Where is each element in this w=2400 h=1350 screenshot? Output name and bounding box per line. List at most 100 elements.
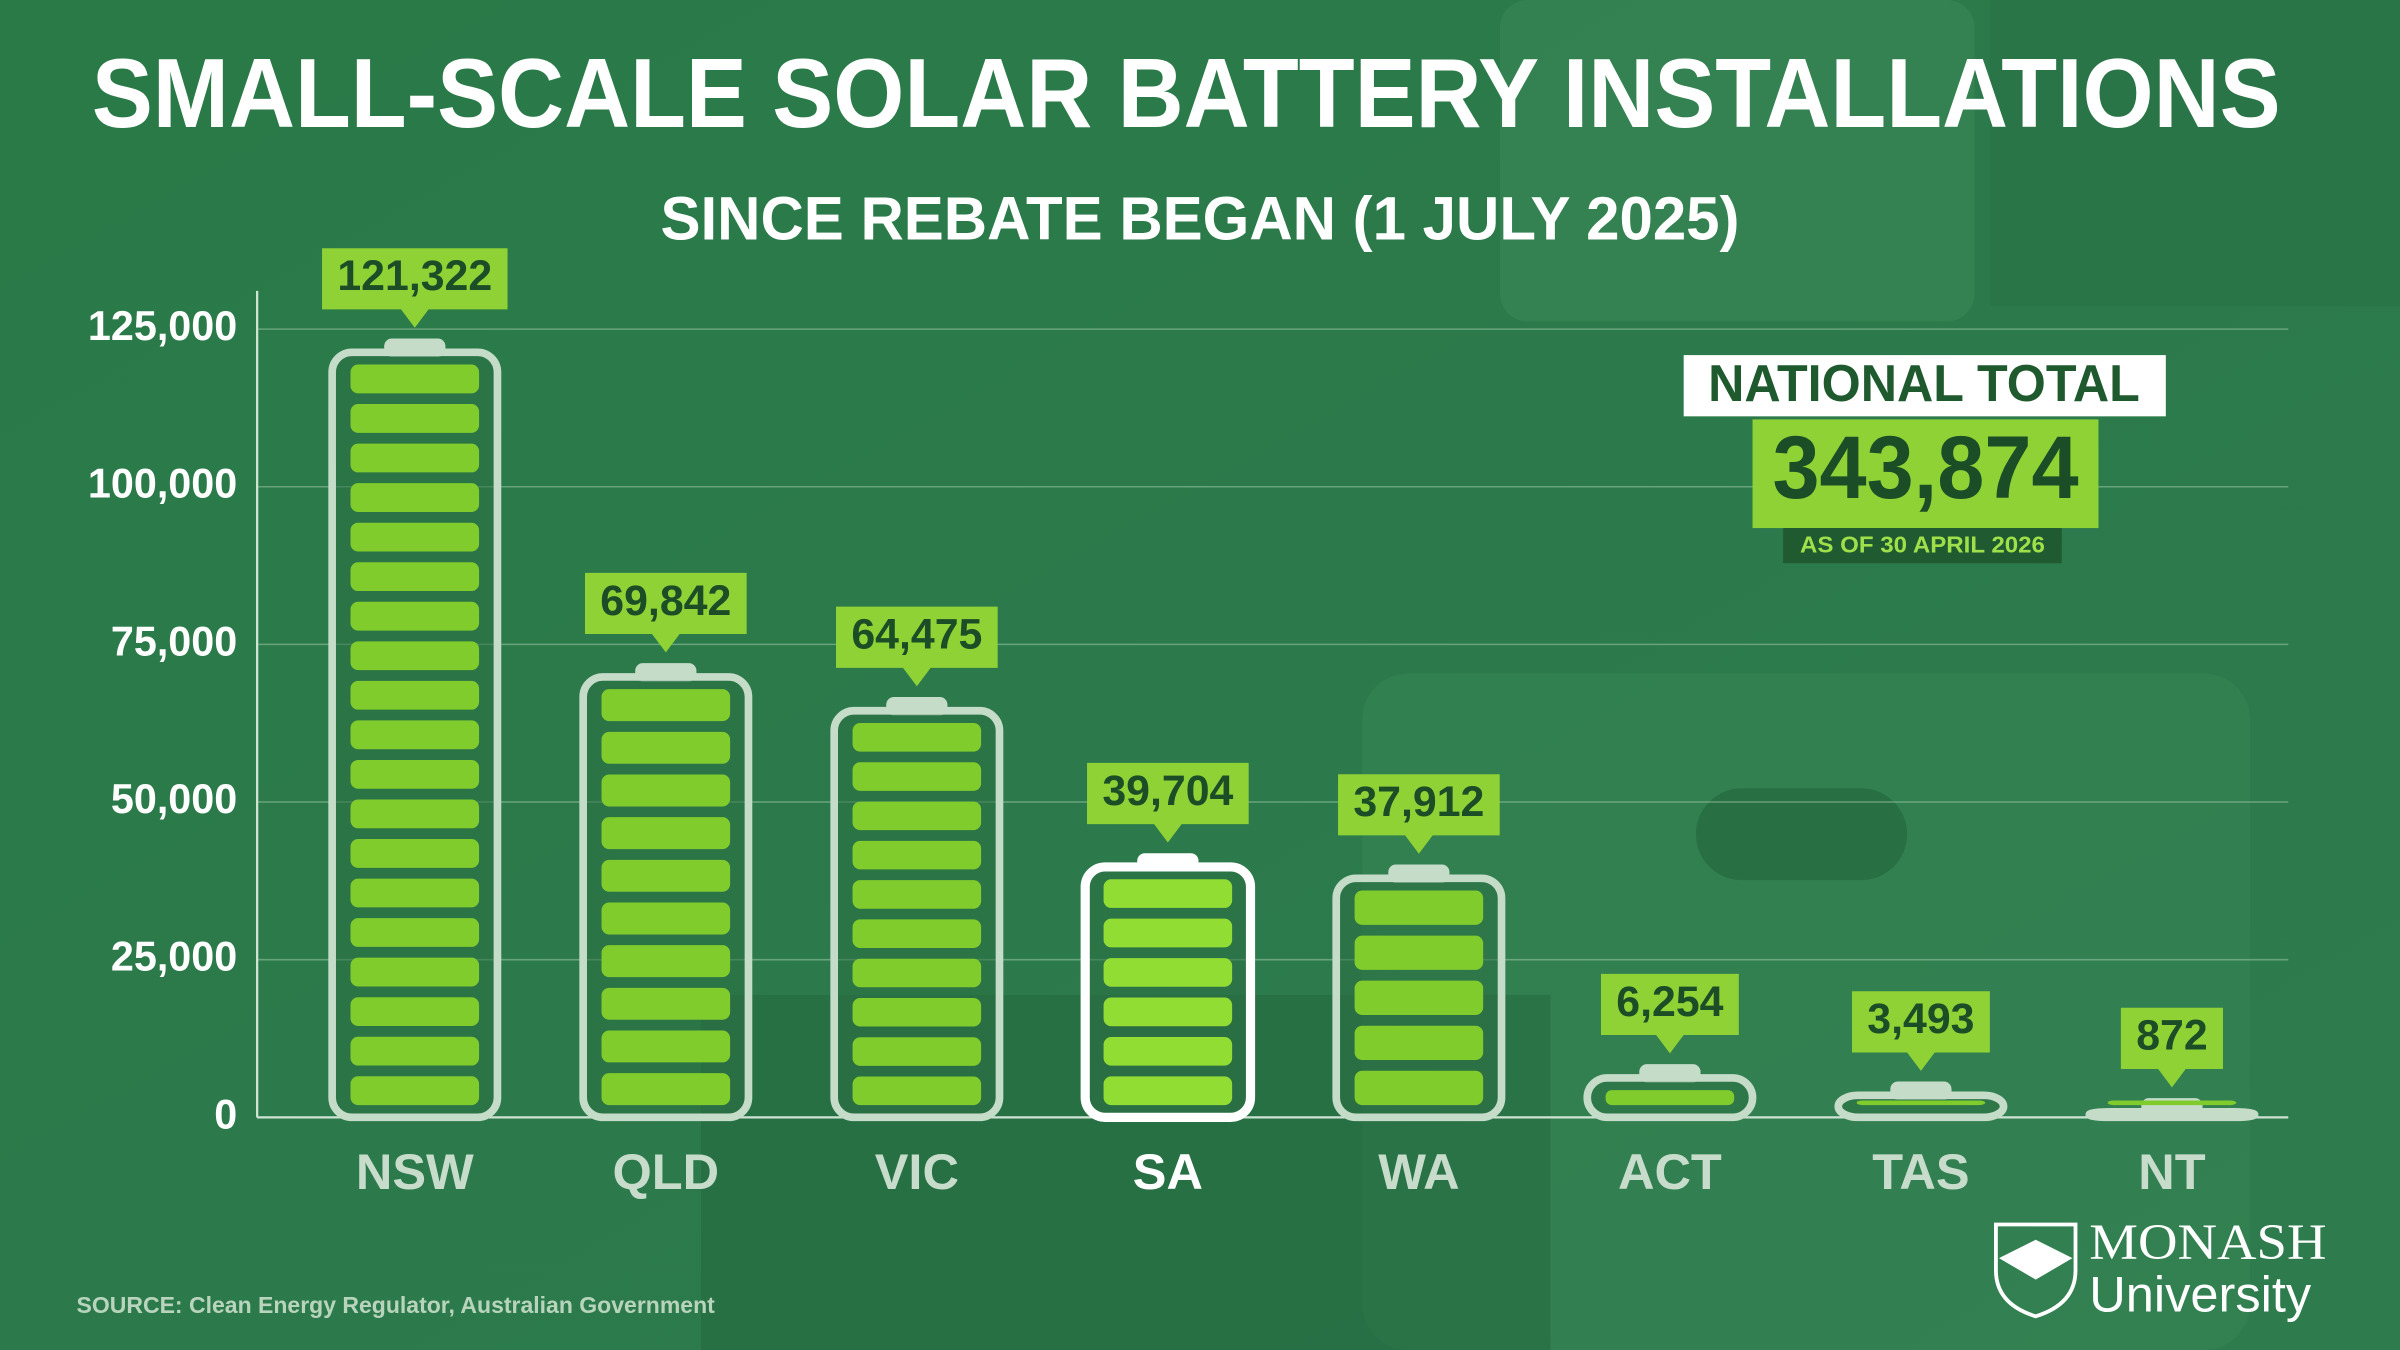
battery-cell	[350, 957, 480, 987]
battery-cell	[852, 919, 982, 948]
value-label-box	[584, 572, 747, 653]
value-label: 872	[2136, 1012, 2207, 1060]
total-title-box	[1683, 355, 2166, 417]
y-tick-label: 100,000	[88, 461, 237, 507]
battery-cell	[852, 840, 982, 870]
battery-cell	[1856, 1100, 1986, 1106]
x-tick-label: WA	[1378, 1143, 1459, 1200]
x-tick-label: NSW	[356, 1143, 474, 1200]
battery-cell	[852, 997, 982, 1027]
x-tick-label: SA	[1133, 1143, 1203, 1200]
crest-shield	[1994, 1222, 2078, 1319]
crest-chevron	[1998, 1239, 2073, 1280]
x-tick-label: ACT	[1618, 1143, 1722, 1200]
battery-cell	[350, 918, 480, 947]
battery-cell	[1103, 1036, 1233, 1066]
total-value: 343,874	[1772, 418, 2078, 517]
x-tick-label: NT	[2138, 1143, 2205, 1200]
battery-cell	[601, 689, 731, 722]
battery-cell	[350, 1076, 480, 1106]
battery-cell	[350, 562, 480, 592]
battery-cell	[350, 680, 480, 710]
value-label: 121,322	[337, 252, 492, 300]
battery-cell	[601, 774, 731, 807]
source: SOURCE: Clean Energy Regulator, Australi…	[77, 1292, 716, 1318]
battery-cell	[601, 731, 731, 764]
battery-cell	[350, 483, 480, 512]
battery-cell	[852, 801, 982, 831]
chart-subtitle: SINCE REBATE BEGAN (1 JULY 2025)	[660, 185, 1739, 253]
battery-cell	[350, 878, 480, 908]
battery-cell	[350, 997, 480, 1027]
battery-cell	[852, 880, 982, 909]
value-label: 3,493	[1867, 995, 1974, 1043]
logo-sub: University	[2089, 1265, 2312, 1322]
value-label: 6,254	[1616, 978, 1723, 1026]
value-label-box	[1087, 762, 1249, 843]
x-tick-label: TAS	[1872, 1143, 1969, 1200]
total-title: NATIONAL TOTAL	[1708, 355, 2140, 413]
battery-cell	[350, 799, 480, 829]
battery-cell	[350, 759, 480, 789]
battery-cell	[1354, 935, 1484, 970]
bg-box	[1989, 0, 2400, 307]
value-label-box	[1600, 973, 1739, 1054]
y-tick-label: 0	[214, 1091, 237, 1137]
total-note: AS OF 30 APRIL 2026	[1800, 531, 2045, 557]
battery-cell	[852, 958, 982, 988]
y-tick-label: 125,000	[88, 303, 237, 349]
battery-cell	[1354, 890, 1484, 925]
battery-cell	[1605, 1090, 1735, 1106]
battery-cell	[852, 762, 982, 791]
battery-cell	[601, 1030, 731, 1063]
battery-cell	[1103, 1076, 1233, 1106]
total-note-box	[1783, 528, 2062, 564]
x-tick-label: VIC	[875, 1143, 959, 1200]
bg-inverter	[1500, 0, 1975, 322]
battery-cell	[350, 522, 480, 552]
battery-cell	[350, 720, 480, 750]
battery-cell	[601, 902, 731, 935]
logo-name: MONASH	[2089, 1214, 2326, 1270]
y-tick-label: 50,000	[111, 776, 237, 822]
battery-cell	[2107, 1100, 2237, 1106]
battery-cell	[601, 817, 731, 850]
total-value-box	[1752, 419, 2099, 529]
battery-cell	[852, 723, 982, 752]
battery-cell	[1103, 997, 1233, 1027]
x-tick-label: QLD	[613, 1143, 720, 1200]
battery-cell	[601, 945, 731, 978]
battery-cell	[601, 859, 731, 892]
bg-battery	[1362, 673, 2250, 1350]
value-label-box	[1338, 774, 1500, 854]
value-label: 69,842	[600, 577, 731, 625]
battery-cell	[1103, 879, 1233, 908]
value-label: 39,704	[1102, 767, 1233, 815]
value-label-box	[836, 606, 998, 687]
battery-cell	[350, 1036, 480, 1066]
bar	[2085, 1108, 2259, 1122]
chart-title: SMALL-SCALE SOLAR BATTERY INSTALLATIONS	[92, 38, 2281, 148]
value-label-box	[1852, 991, 1990, 1071]
value-label-box	[322, 248, 508, 328]
battery-cell	[350, 601, 480, 631]
value-label-box	[2120, 1007, 2223, 1088]
bar	[1834, 1091, 2008, 1122]
battery-cell	[601, 987, 731, 1020]
y-tick-label: 75,000	[111, 618, 237, 664]
bg-handle	[1695, 788, 1908, 881]
value-label: 37,912	[1353, 778, 1484, 826]
battery-cell	[1103, 918, 1233, 948]
y-tick-label: 25,000	[111, 934, 237, 980]
plot-area: 0 25,000 50,000 75,000 100,000 125,000 121,322…	[88, 248, 2289, 1200]
battery-cell	[1103, 958, 1233, 987]
battery-cell	[852, 1076, 982, 1106]
battery-cell	[1354, 1070, 1484, 1106]
battery-cell	[852, 1037, 982, 1066]
battery-cell	[350, 641, 480, 671]
battery-cell	[601, 1073, 731, 1106]
battery-cell	[350, 839, 480, 868]
battery-cell	[1354, 1025, 1484, 1061]
